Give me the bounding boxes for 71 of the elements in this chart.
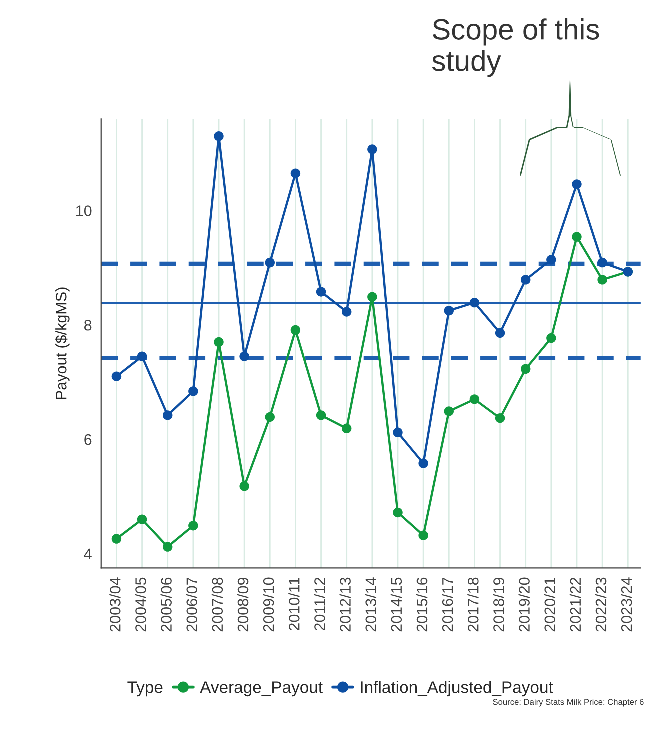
point	[240, 352, 250, 362]
y-tick-label: 8	[84, 320, 92, 331]
point	[214, 132, 224, 142]
point	[495, 413, 506, 424]
point	[546, 333, 556, 344]
point	[470, 298, 480, 308]
y-tick-label: 6	[84, 434, 92, 446]
point	[240, 482, 250, 492]
text: Scope of this study	[432, 18, 600, 78]
point	[444, 406, 454, 416]
point	[290, 325, 301, 336]
point	[265, 258, 275, 268]
x-tick-label: 2018/19	[493, 578, 504, 632]
x-tick-label: 2022/23	[595, 578, 607, 632]
point	[316, 410, 326, 420]
point	[112, 534, 122, 544]
point	[572, 180, 582, 190]
x-tick-label: 2011/12	[314, 578, 326, 631]
x-tick-label: 2013/14	[365, 578, 377, 632]
point	[598, 258, 608, 268]
point	[162, 542, 173, 552]
x-tick-label: 2021/22	[570, 578, 582, 632]
point	[368, 144, 378, 154]
source-note: Source: Dairy Stats Milk Price: Chapter 6	[493, 698, 644, 707]
x-tick-label: 2015/16	[416, 578, 428, 632]
point	[418, 458, 428, 468]
legend-title: Type	[128, 682, 163, 697]
point	[470, 394, 480, 404]
y-tick-label: 4	[84, 548, 92, 560]
x-tick-label: 2003/04	[110, 578, 121, 632]
point	[393, 428, 403, 438]
point	[290, 168, 301, 178]
point	[188, 386, 198, 396]
x-tick-label: 2016/17	[442, 578, 454, 632]
point	[137, 352, 148, 362]
y-tick-label: 10	[76, 206, 92, 216]
point	[342, 424, 352, 434]
point	[444, 306, 454, 316]
x-tick-label: 2010/11	[288, 578, 300, 631]
point	[162, 410, 173, 420]
x-tick-label: 2017/18	[468, 578, 479, 632]
x-tick-label: 2020/21	[544, 578, 556, 632]
point	[214, 337, 224, 348]
point	[342, 307, 352, 317]
point	[137, 514, 148, 524]
x-tick-label: 2005/06	[160, 578, 172, 632]
point	[393, 508, 403, 518]
point	[188, 521, 198, 531]
x-tick-label: 2007/08	[212, 578, 224, 632]
x-tick-label: 2009/10	[263, 578, 274, 632]
point	[316, 287, 326, 297]
point	[546, 255, 556, 265]
x-tick-label: 2004/05	[135, 578, 146, 632]
point	[368, 292, 378, 302]
x-tick-label: 2008/09	[237, 578, 249, 632]
point	[572, 232, 582, 242]
x-tick-label: 2012/13	[340, 578, 351, 632]
point	[520, 364, 531, 374]
y-axis-title: Payout ($/kgMS)	[55, 288, 70, 400]
point	[520, 275, 531, 285]
point	[598, 275, 608, 285]
point	[265, 412, 275, 422]
x-tick-label: 2014/15	[390, 578, 402, 632]
point	[112, 372, 122, 382]
legend-label: Inflation_Adjusted_Payout	[361, 681, 554, 697]
point	[418, 530, 428, 540]
x-tick-label: 2023/24	[621, 578, 632, 632]
x-tick-label: 2019/20	[518, 578, 530, 632]
x-tick-label: 2006/07	[186, 578, 198, 632]
legend-label: Average_Payout	[200, 682, 323, 697]
point	[495, 328, 506, 338]
